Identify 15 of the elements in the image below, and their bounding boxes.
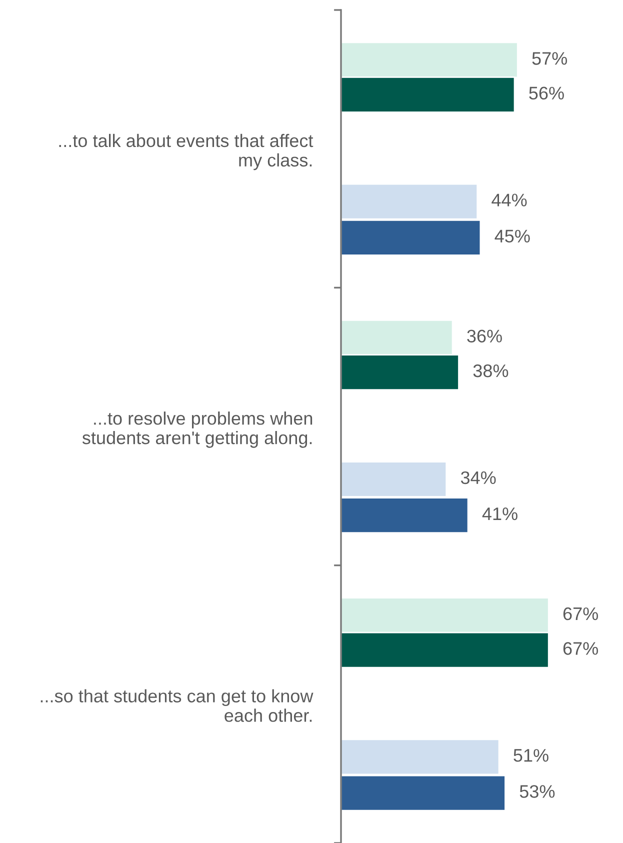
data-label: 44% bbox=[492, 194, 527, 206]
y-tick-label: ...so that students can get to know each other. bbox=[40, 689, 314, 722]
data-label: 67% bbox=[563, 642, 598, 655]
data-label: 51% bbox=[514, 749, 548, 762]
data-label: 67% bbox=[563, 607, 598, 620]
y-tick-label: ...to resolve problems when students aren't getting along. bbox=[82, 412, 312, 448]
y-tick-label: ...to talk about events that affect my class. bbox=[59, 134, 314, 170]
data-label: 57% bbox=[532, 52, 568, 65]
data-label: 53% bbox=[520, 785, 555, 798]
data-label: 38% bbox=[473, 364, 508, 378]
data-label: 34% bbox=[460, 471, 496, 484]
data-label: 56% bbox=[529, 86, 564, 100]
data-label: 41% bbox=[482, 507, 518, 520]
data-label: 45% bbox=[494, 230, 530, 243]
data-label: 36% bbox=[467, 330, 502, 342]
